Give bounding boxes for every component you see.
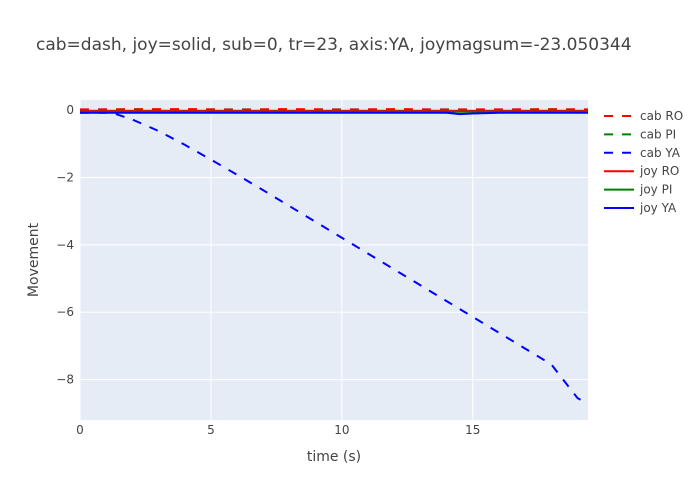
legend-label: joy PI <box>639 183 672 197</box>
y-tick-label: −2 <box>56 170 74 184</box>
legend-label: cab RO <box>640 109 683 123</box>
series-line-cab-ya <box>80 111 589 405</box>
y-axis-label: Movement <box>26 222 42 297</box>
y-axis-ticks: 0 −2 −4 −6 −8 <box>56 103 74 386</box>
y-tick-label: −8 <box>56 373 74 387</box>
legend-label: joy YA <box>639 201 677 215</box>
x-axis-ticks: 0 5 10 15 <box>76 423 480 437</box>
legend: cab RO cab PI cab YA joy RO joy PI joy YA <box>604 109 683 215</box>
plot-area <box>80 100 588 420</box>
series-line-joy-ya <box>80 111 588 116</box>
chart-title: cab=dash, joy=solid, sub=0, tr=23, axis:… <box>36 35 632 55</box>
y-tick-label: −4 <box>56 238 74 252</box>
x-axis-label: time (s) <box>307 449 361 465</box>
x-tick-label: 5 <box>207 423 215 437</box>
series-lines <box>79 108 589 405</box>
y-tick-label: −6 <box>56 305 74 319</box>
legend-label: cab YA <box>640 146 681 160</box>
y-tick-label: 0 <box>66 103 74 117</box>
legend-label: joy RO <box>639 164 679 178</box>
x-tick-label: 15 <box>465 423 480 437</box>
x-tick-label: 10 <box>334 423 349 437</box>
legend-label: cab PI <box>640 127 676 141</box>
x-tick-label: 0 <box>76 423 84 437</box>
